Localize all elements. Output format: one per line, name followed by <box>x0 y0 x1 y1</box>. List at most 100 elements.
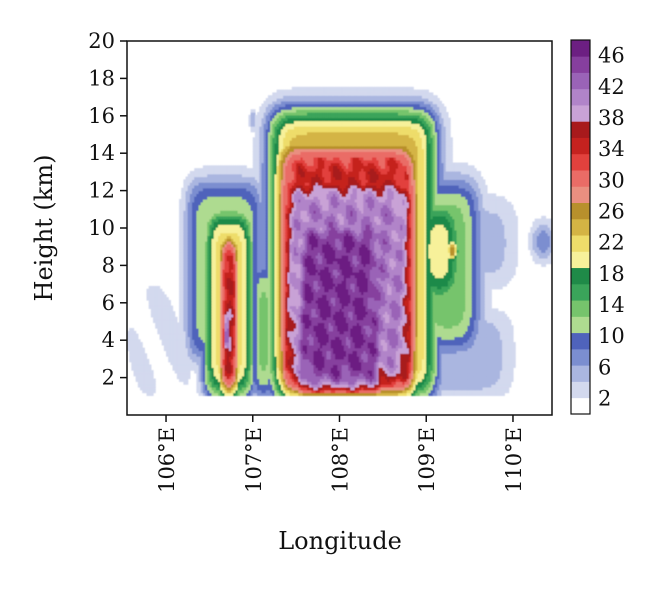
field-cell <box>237 370 241 374</box>
field-cell <box>153 378 156 382</box>
field-cell <box>285 193 289 197</box>
field-cell <box>222 336 226 340</box>
field-cell <box>283 280 286 284</box>
field-cell <box>274 196 278 200</box>
field-cell <box>209 184 213 189</box>
field-cell <box>183 246 187 251</box>
field-cell <box>267 386 271 391</box>
field-cell <box>254 297 258 301</box>
field-cell <box>189 347 193 352</box>
field-cell <box>163 319 167 324</box>
field-cell <box>207 372 210 377</box>
field-cell <box>181 347 184 352</box>
field-cell <box>261 128 265 133</box>
field-cell <box>244 277 247 281</box>
field-cell <box>274 140 278 144</box>
field-cell <box>257 260 260 265</box>
field-cell <box>280 182 284 186</box>
field-cell <box>189 316 193 321</box>
field-cell <box>202 378 206 382</box>
field-cell <box>278 316 282 321</box>
field-cell <box>280 100 284 105</box>
field-cell <box>179 356 182 360</box>
field-cell <box>187 260 191 265</box>
field-cell <box>231 232 234 237</box>
field-cell <box>224 274 228 279</box>
field-cell <box>200 294 204 298</box>
field-cell <box>257 277 260 281</box>
field-cell <box>179 263 182 267</box>
field-cell <box>187 347 191 352</box>
field-cell <box>196 257 200 262</box>
field-cell <box>239 274 243 279</box>
field-cell <box>241 344 245 349</box>
field-cell <box>278 221 282 225</box>
field-cell <box>194 190 197 195</box>
field-cell <box>241 330 245 335</box>
field-cell <box>280 325 284 329</box>
field-cell <box>181 378 184 382</box>
field-cell <box>237 201 241 206</box>
field-cell <box>209 381 213 385</box>
field-cell <box>231 227 234 231</box>
field-cell <box>267 201 271 206</box>
field-cell <box>265 330 269 335</box>
field-cell <box>272 389 276 394</box>
field-cell <box>274 269 278 273</box>
field-cell <box>200 358 204 363</box>
field-cell <box>244 199 247 203</box>
field-cell <box>213 325 217 329</box>
field-cell <box>150 308 154 312</box>
field-cell <box>131 328 135 332</box>
field-cell <box>198 356 202 360</box>
field-cell <box>278 204 282 209</box>
field-cell <box>235 392 239 396</box>
field-cell <box>272 269 276 273</box>
field-cell <box>267 224 271 228</box>
field-cell <box>274 213 278 217</box>
field-cell <box>244 386 247 391</box>
field-cell <box>181 263 184 267</box>
field-cell <box>166 299 169 304</box>
field-cell <box>209 196 213 200</box>
field-cell <box>244 196 247 200</box>
field-cell <box>263 325 267 329</box>
field-cell <box>179 243 182 248</box>
field-cell <box>244 294 247 298</box>
field-cell <box>287 103 291 108</box>
field-cell <box>228 297 232 301</box>
field-cell <box>283 322 286 326</box>
field-cell <box>272 378 276 382</box>
field-cell <box>211 182 215 186</box>
field-cell <box>270 314 273 318</box>
field-cell <box>140 358 143 363</box>
field-cell <box>220 213 224 217</box>
field-cell <box>239 235 243 239</box>
field-cell <box>285 288 289 293</box>
field-cell <box>237 322 241 326</box>
field-cell <box>280 89 284 94</box>
field-cell <box>135 350 139 354</box>
field-cell <box>198 255 202 259</box>
field-cell <box>267 140 271 144</box>
field-cell <box>215 305 219 310</box>
field-cell <box>231 361 234 366</box>
field-cell <box>244 316 247 321</box>
field-cell <box>224 392 228 396</box>
field-cell <box>170 342 174 346</box>
field-cell <box>144 358 148 363</box>
field-cell <box>207 375 210 380</box>
field-cell <box>218 372 221 377</box>
field-cell <box>254 350 258 354</box>
field-cell <box>267 193 271 197</box>
field-cell <box>189 328 193 332</box>
field-cell <box>185 249 189 253</box>
field-cell <box>231 201 234 206</box>
field-cell <box>235 386 239 391</box>
field-cell <box>233 271 237 276</box>
field-cell <box>144 378 148 382</box>
field-cell <box>285 353 289 357</box>
field-cell <box>267 283 271 287</box>
field-cell <box>233 311 237 315</box>
field-cell <box>192 311 195 315</box>
